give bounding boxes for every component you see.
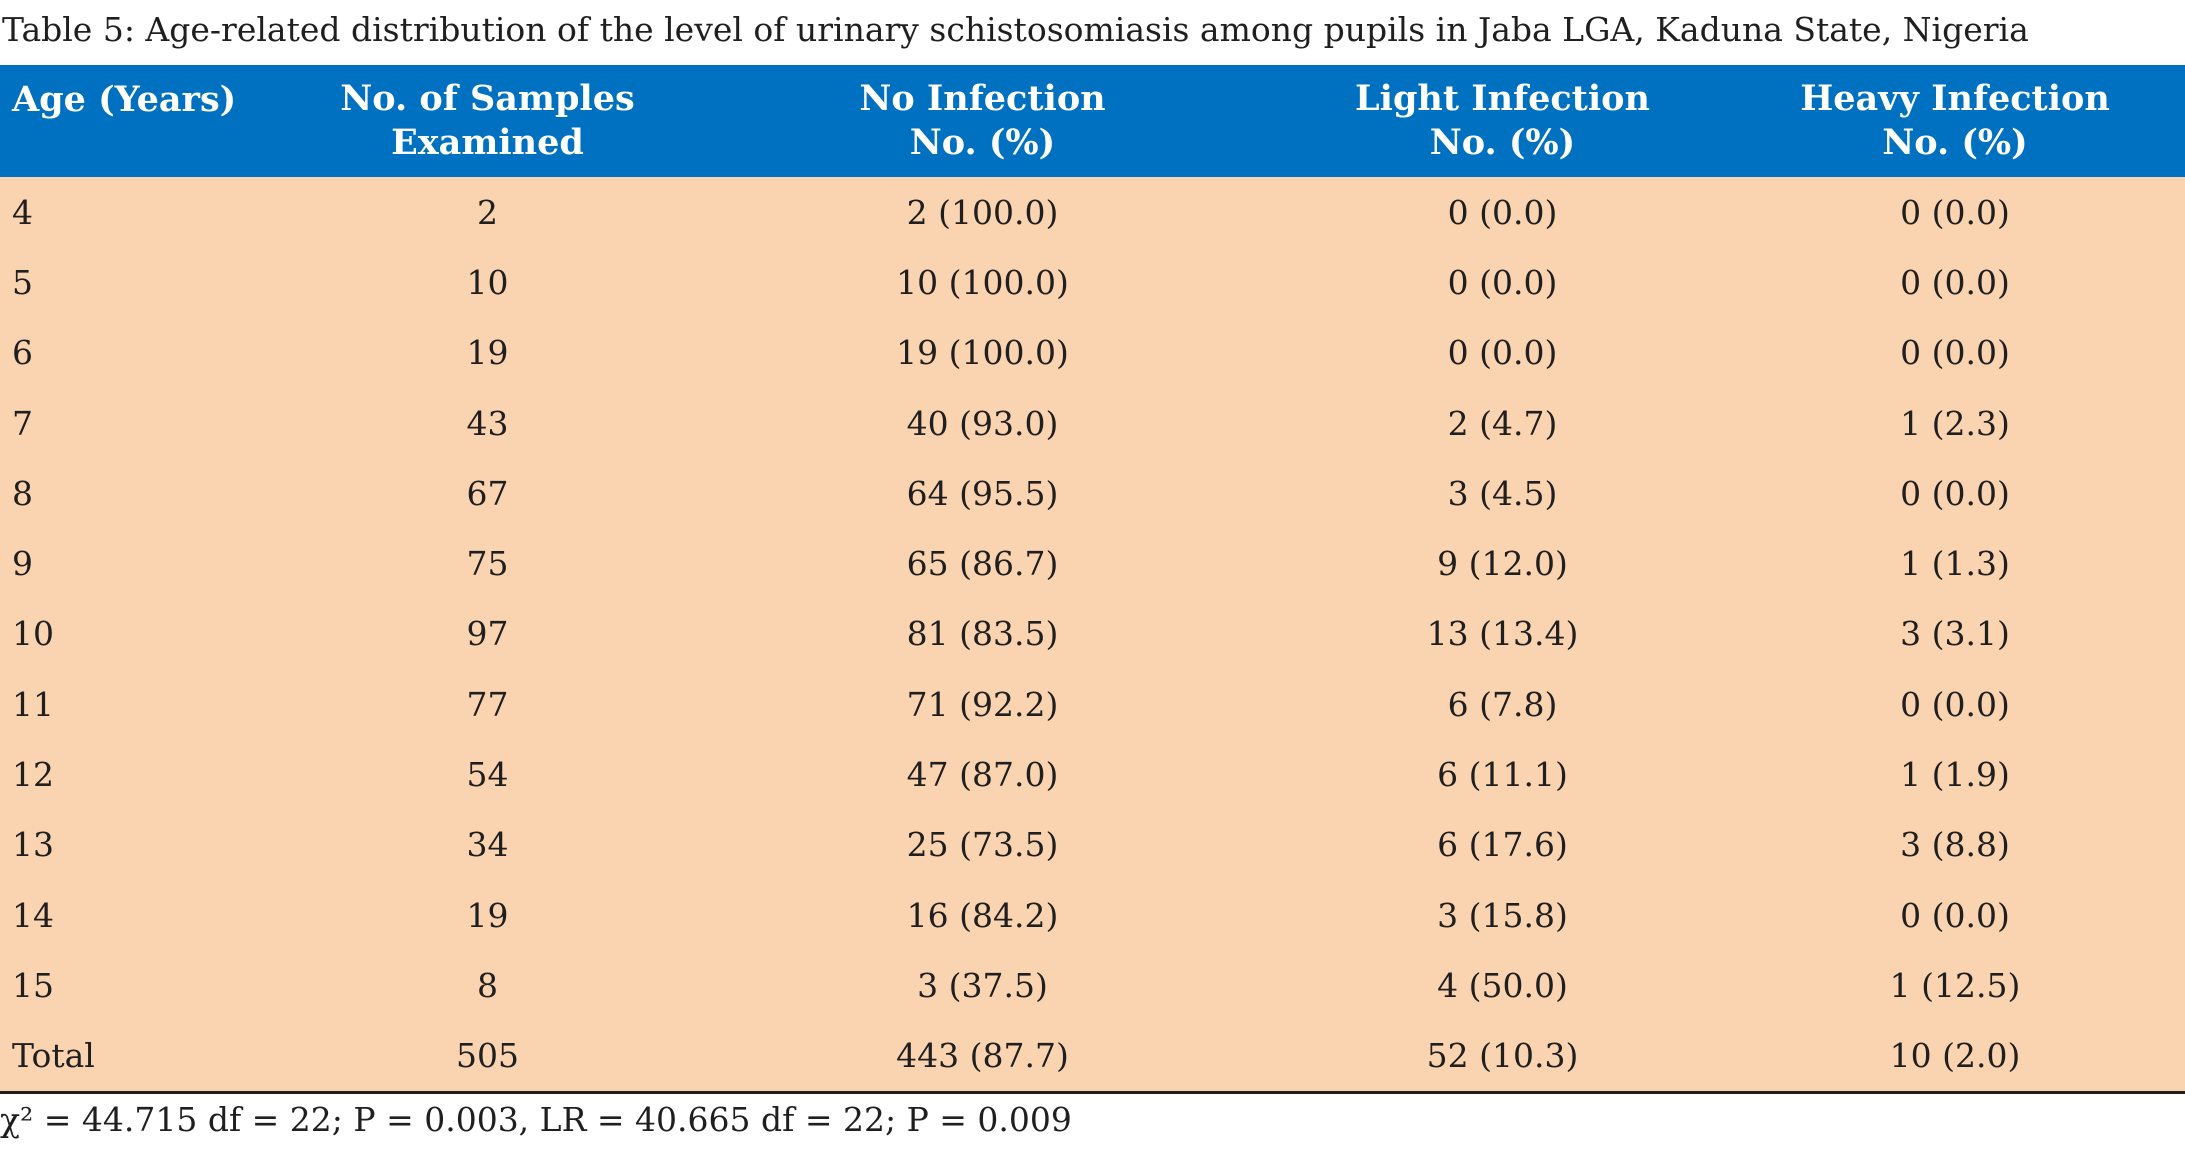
cell-age: 6 [12,333,33,373]
table-footnote: χ² = 44.715 df = 22; P = 0.003, LR = 40.… [0,1100,1072,1139]
cell-heavy-infection: 0 (0.0) [1900,684,2010,724]
cell-age: 8 [12,473,33,513]
column-header-no-infection-line2: No. (%) [909,122,1056,163]
cell-heavy-infection: 3 (8.8) [1900,825,2010,865]
cell-heavy-infection: 0 (0.0) [1900,473,2010,513]
table-row: 13 34 25 (73.5) 6 (17.6) 3 (8.8) [0,810,2185,880]
column-header-light-infection: Light Infection No. (%) [1280,65,1725,177]
cell-no-infection: 25 (73.5) [906,825,1059,865]
cell-age: 14 [12,895,54,935]
cell-samples: 2 [477,192,498,232]
cell-heavy-infection: 3 (3.1) [1900,614,2010,654]
cell-heavy-infection: 0 (0.0) [1900,262,2010,302]
table-row: 10 97 81 (83.5) 13 (13.4) 3 (3.1) [0,599,2185,669]
cell-no-infection: 65 (86.7) [906,544,1059,584]
cell-light-infection: 0 (0.0) [1447,192,1558,232]
cell-age: Total [0,1020,290,1094]
data-table-container: Age (Years) No. of Samples Examined No I… [0,65,2185,1094]
column-header-samples-line2: Examined [391,122,584,163]
cell-light-infection: 0 (0.0) [1447,333,1558,373]
cell-heavy-infection: 1 (2.3) [1900,403,2010,443]
column-header-no-infection-line1: No Infection [859,78,1106,119]
cell-light-infection: 0 (0.0) [1447,262,1558,302]
cell-no-infection: 3 (37.5) [917,965,1048,1005]
cell-age: 11 [12,684,54,724]
cell-heavy-infection: 1 (1.9) [1900,755,2010,795]
cell-light-infection: 13 (13.4) [1426,614,1579,654]
column-header-heavy-infection-line2: No. (%) [1882,122,2028,163]
cell-no-infection: 16 (84.2) [906,895,1059,935]
table-row: 8 67 64 (95.5) 3 (4.5) 0 (0.0) [0,458,2185,528]
cell-light-infection: 2 (4.7) [1447,403,1558,443]
table-row: 9 75 65 (86.7) 9 (12.0) 1 (1.3) [0,528,2185,598]
table-row: 6 19 19 (100.0) 0 (0.0) 0 (0.0) [0,318,2185,388]
cell-light-infection: 3 (15.8) [1437,895,1568,935]
cell-heavy-infection: 0 (0.0) [1900,333,2010,373]
cell-age: 13 [12,825,54,865]
column-header-age: Age (Years) [0,65,290,177]
cell-no-infection: 19 (100.0) [896,333,1069,373]
table-row: 12 54 47 (87.0) 6 (11.1) 1 (1.9) [0,739,2185,809]
cell-samples: 19 [466,333,509,373]
cell-light-infection: 6 (17.6) [1437,825,1568,865]
cell-light-infection: 6 (7.8) [1447,684,1558,724]
cell-no-infection: 443 (87.7) [685,1020,1280,1094]
cell-light-infection: 9 (12.0) [1437,544,1568,584]
table-row: 4 2 2 (100.0) 0 (0.0) 0 (0.0) [0,177,2185,247]
column-header-no-infection: No Infection No. (%) [685,65,1280,177]
column-header-heavy-infection: Heavy Infection No. (%) [1725,65,2185,177]
cell-age: 12 [12,755,54,795]
cell-no-infection: 81 (83.5) [906,614,1059,654]
cell-light-infection: 52 (10.3) [1280,1020,1725,1094]
column-header-light-infection-line2: No. (%) [1429,122,1576,163]
cell-samples: 67 [466,473,509,513]
column-header-age-label: Age (Years) [12,79,237,120]
cell-age: 10 [12,614,54,654]
cell-samples: 8 [477,965,498,1005]
table-row: 14 19 16 (84.2) 3 (15.8) 0 (0.0) [0,880,2185,950]
cell-samples: 43 [466,403,509,443]
cell-no-infection: 2 (100.0) [906,192,1059,232]
table-row: 7 43 40 (93.0) 2 (4.7) 1 (2.3) [0,388,2185,458]
table-body: 4 2 2 (100.0) 0 (0.0) 0 (0.0) 5 10 10 (100.0) 0 … [0,177,2185,1094]
cell-heavy-infection: 1 (12.5) [1889,965,2021,1005]
cell-no-infection: 10 (100.0) [896,262,1069,302]
data-table: Age (Years) No. of Samples Examined No I… [0,65,2185,1094]
table-header-row: Age (Years) No. of Samples Examined No I… [0,65,2185,177]
table-caption: Table 5: Age-related distribution of the… [2,10,2029,49]
cell-heavy-infection: 10 (2.0) [1725,1020,2185,1094]
column-header-heavy-infection-line1: Heavy Infection [1800,78,2110,119]
column-header-samples-line1: No. of Samples [340,78,635,119]
cell-no-infection: 47 (87.0) [906,755,1059,795]
cell-age: 5 [12,262,33,302]
table-row: 15 8 3 (37.5) 4 (50.0) 1 (12.5) [0,950,2185,1020]
cell-no-infection: 71 (92.2) [906,684,1059,724]
table-total-row: Total 505 443 (87.7) 52 (10.3) 10 (2.0) [0,1020,2185,1094]
column-header-samples: No. of Samples Examined [290,65,685,177]
cell-samples: 10 [466,262,509,302]
cell-samples: 77 [466,684,509,724]
column-header-light-infection-line1: Light Infection [1355,78,1650,119]
cell-samples: 34 [466,825,509,865]
cell-no-infection: 40 (93.0) [906,403,1059,443]
cell-age: 15 [12,965,54,1005]
cell-heavy-infection: 0 (0.0) [1900,192,2010,232]
cell-heavy-infection: 1 (1.3) [1900,544,2010,584]
cell-no-infection: 64 (95.5) [906,473,1059,513]
cell-light-infection: 6 (11.1) [1437,755,1568,795]
cell-age: 9 [12,544,33,584]
table-row: 5 10 10 (100.0) 0 (0.0) 0 (0.0) [0,247,2185,317]
cell-light-infection: 3 (4.5) [1447,473,1558,513]
cell-samples: 54 [466,755,509,795]
cell-samples: 19 [466,895,509,935]
cell-samples: 75 [466,544,509,584]
cell-heavy-infection: 0 (0.0) [1900,895,2010,935]
cell-samples: 505 [290,1020,685,1094]
table-row: 11 77 71 (92.2) 6 (7.8) 0 (0.0) [0,669,2185,739]
cell-age: 7 [12,403,33,443]
cell-age: 4 [12,192,33,232]
cell-light-infection: 4 (50.0) [1437,965,1568,1005]
cell-samples: 97 [466,614,509,654]
